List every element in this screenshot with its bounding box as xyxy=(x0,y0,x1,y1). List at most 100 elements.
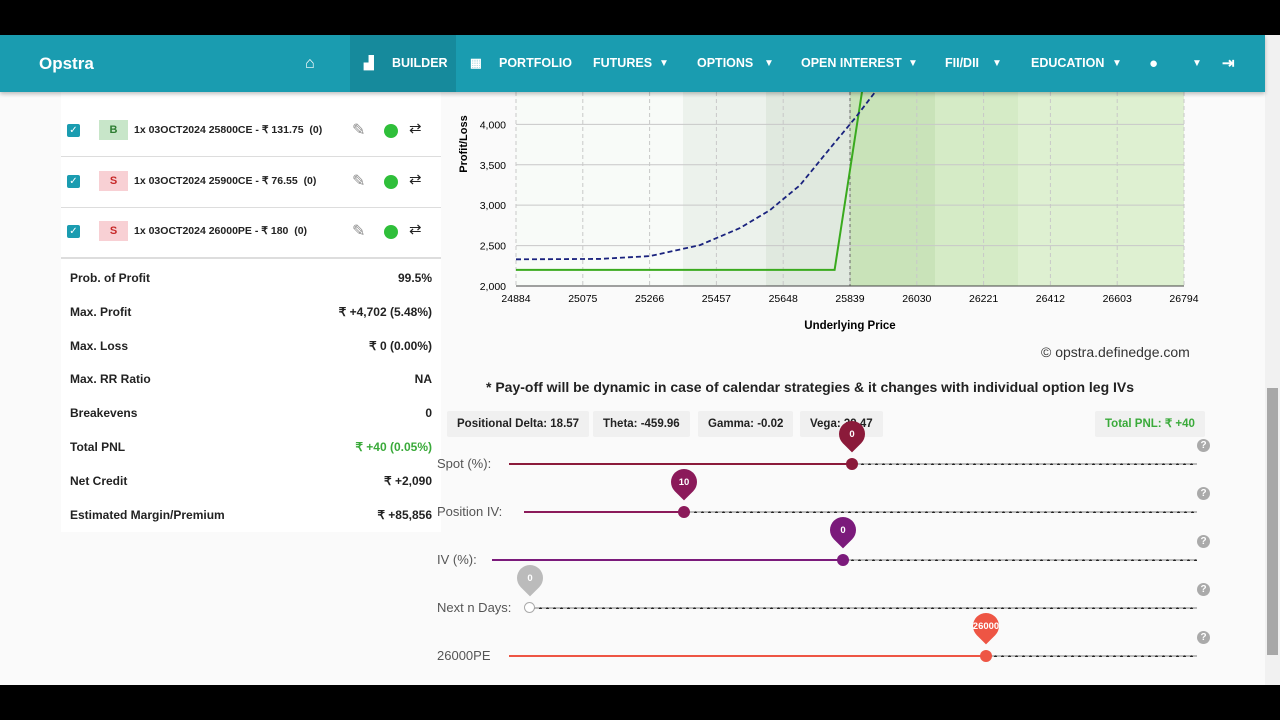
slider-label: Position IV: xyxy=(437,504,503,519)
icon: ▟ xyxy=(364,56,374,70)
nav-item[interactable]: PORTFOLIO xyxy=(499,56,572,70)
y-tick-label: 3,000 xyxy=(480,200,506,212)
leg-row: ✓ S 1x 03OCT2024 26000PE - ₹ 180 (0) ✎ ⇄ xyxy=(61,207,441,259)
slider-label: IV (%): xyxy=(437,552,477,567)
slider-knob xyxy=(846,458,858,470)
caret: ▼ xyxy=(992,58,1002,69)
nav-item[interactable]: FII/DII xyxy=(945,56,980,70)
y-axis-label: Profit/Loss xyxy=(458,115,470,172)
stat-row: Max. RR Ratio NA xyxy=(70,372,432,386)
slider-value: 0 xyxy=(527,573,533,584)
x-tick-label: 26794 xyxy=(1169,293,1198,305)
stat-label: Max. Profit xyxy=(70,304,132,319)
stat-value: ₹ +40 (0.05%) xyxy=(355,440,432,454)
help-icon: ? xyxy=(1197,487,1210,500)
home-icon[interactable]: ⌂ xyxy=(305,55,315,72)
stat-value: ₹ +4,702 (5.48%) xyxy=(338,304,432,319)
slider-value: 0 xyxy=(840,525,846,536)
icon: ▦ xyxy=(470,56,482,70)
stat-row: Max. Profit ₹ +4,702 (5.48%) xyxy=(70,305,432,319)
leg-desc: 1x 03OCT2024 25800CE - ₹ 131.75 xyxy=(134,124,304,136)
nav-item[interactable]: BUILDER xyxy=(392,56,448,70)
active-tab xyxy=(350,35,456,92)
leg-text: 1x 03OCT2024 26000PE - ₹ 180 (0) xyxy=(134,225,307,237)
user-icon[interactable]: ● xyxy=(1149,55,1159,72)
leg-desc: 1x 03OCT2024 25900CE - ₹ 76.55 xyxy=(134,175,298,187)
edit-icon[interactable]: ✎ xyxy=(352,122,366,139)
nav-item[interactable]: OPEN INTEREST xyxy=(801,56,902,70)
leg-row: ✓ S 1x 03OCT2024 25900CE - ₹ 76.55 (0) ✎ ⇄ xyxy=(61,157,441,208)
swap-icon[interactable]: ⇄ xyxy=(409,171,422,188)
help-icon: ? xyxy=(1197,535,1210,548)
edit-icon[interactable]: ✎ xyxy=(352,173,366,190)
slider-fill xyxy=(509,655,986,657)
credit: © opstra.definedge.com xyxy=(1041,344,1190,360)
band xyxy=(683,92,766,286)
nav-item[interactable]: EDUCATION xyxy=(1031,56,1105,70)
caret: ▼ xyxy=(764,58,774,69)
payoff-line xyxy=(516,92,876,261)
slider-label: 26000PE xyxy=(437,648,491,663)
checkbox[interactable]: ✓ xyxy=(67,124,80,137)
leg-text: 1x 03OCT2024 25800CE - ₹ 131.75 (0) xyxy=(134,124,322,136)
stat-label: Prob. of Profit xyxy=(70,271,150,285)
y-tick-label: 3,500 xyxy=(480,160,506,172)
x-tick-label: 25266 xyxy=(635,293,664,305)
greek: Positional Delta: 18.57 xyxy=(447,411,590,437)
payoff-chart: 24884 25075 25266 25457 25648 25839 26030 26221… xyxy=(458,92,1199,332)
side-badge: B xyxy=(99,120,128,140)
x-tick-label: 26603 xyxy=(1103,293,1132,305)
y-tick-label: 4,000 xyxy=(480,119,506,131)
x-axis-label: Underlying Price xyxy=(804,320,895,332)
y-tick-label: 2,500 xyxy=(480,241,506,253)
stat-label: Estimated Margin/Premium xyxy=(70,507,225,522)
x-tick-label: 25075 xyxy=(568,293,597,305)
slider-knob xyxy=(980,650,992,662)
slider-value: 0 xyxy=(849,429,855,440)
greek: Gamma: -0.02 xyxy=(698,411,794,437)
band xyxy=(935,92,1018,286)
x-tick-label: 26030 xyxy=(902,293,931,305)
stat-value: 99.5% xyxy=(397,271,432,285)
slider-knob xyxy=(837,554,849,566)
stat-row: Breakevens 0 xyxy=(70,406,432,420)
payoff-line xyxy=(516,92,863,271)
x-tick-label: 25648 xyxy=(769,293,798,305)
help-icon: ? xyxy=(1197,631,1210,644)
greek: Theta: -459.96 xyxy=(593,411,690,437)
checkbox[interactable]: ✓ xyxy=(67,175,80,188)
navbar: Opstra ⌂ ▟ BUILDER ▦ PORTFOLIO FUTURES ▼ … xyxy=(0,35,1265,92)
edit-icon[interactable]: ✎ xyxy=(352,223,366,240)
side-badge: S xyxy=(99,221,128,241)
x-tick-label: 25839 xyxy=(835,293,864,305)
stat-row: Max. Loss ₹ 0 (0.00%) xyxy=(70,339,432,353)
legs-card: ✓ B 1x 03OCT2024 25800CE - ₹ 131.75 (0) ✎ ⇄ … xyxy=(61,92,441,532)
brand[interactable]: Opstra xyxy=(39,54,94,73)
slider-label: Spot (%): xyxy=(437,456,492,471)
help-icon: ? xyxy=(1197,439,1210,452)
x-tick-label: 26412 xyxy=(1036,293,1065,305)
swap-icon[interactable]: ⇄ xyxy=(409,221,422,238)
x-tick-label: 26221 xyxy=(969,293,998,305)
bottom-bar xyxy=(0,685,1280,720)
stat-label: Net Credit xyxy=(70,473,128,488)
stat-label: Max. Loss xyxy=(70,338,129,353)
stat-value: ₹ +85,856 xyxy=(377,507,432,522)
caret: ▼ xyxy=(908,58,918,69)
checkbox[interactable]: ✓ xyxy=(67,225,80,238)
leg-qty: (0) xyxy=(303,175,317,187)
x-tick-label: 24884 xyxy=(501,293,530,305)
stat-row: Estimated Margin/Premium ₹ +85,856 xyxy=(70,508,432,522)
stat-label: Breakevens xyxy=(70,406,138,421)
y-tick-label: 2,000 xyxy=(480,281,506,293)
slider-fill xyxy=(524,511,684,513)
stat-row: Prob. of Profit 99.5% xyxy=(70,271,432,285)
leg-row: ✓ B 1x 03OCT2024 25800CE - ₹ 131.75 (0) ✎ ⇄ xyxy=(61,106,441,157)
swap-icon[interactable]: ⇄ xyxy=(409,120,422,137)
nav-item[interactable]: OPTIONS xyxy=(697,56,754,70)
slider-value: 26000 xyxy=(972,621,1000,632)
slider-knob xyxy=(524,602,535,613)
logout-icon[interactable]: ⇥ xyxy=(1222,55,1235,72)
nav-item[interactable]: FUTURES xyxy=(593,56,653,70)
